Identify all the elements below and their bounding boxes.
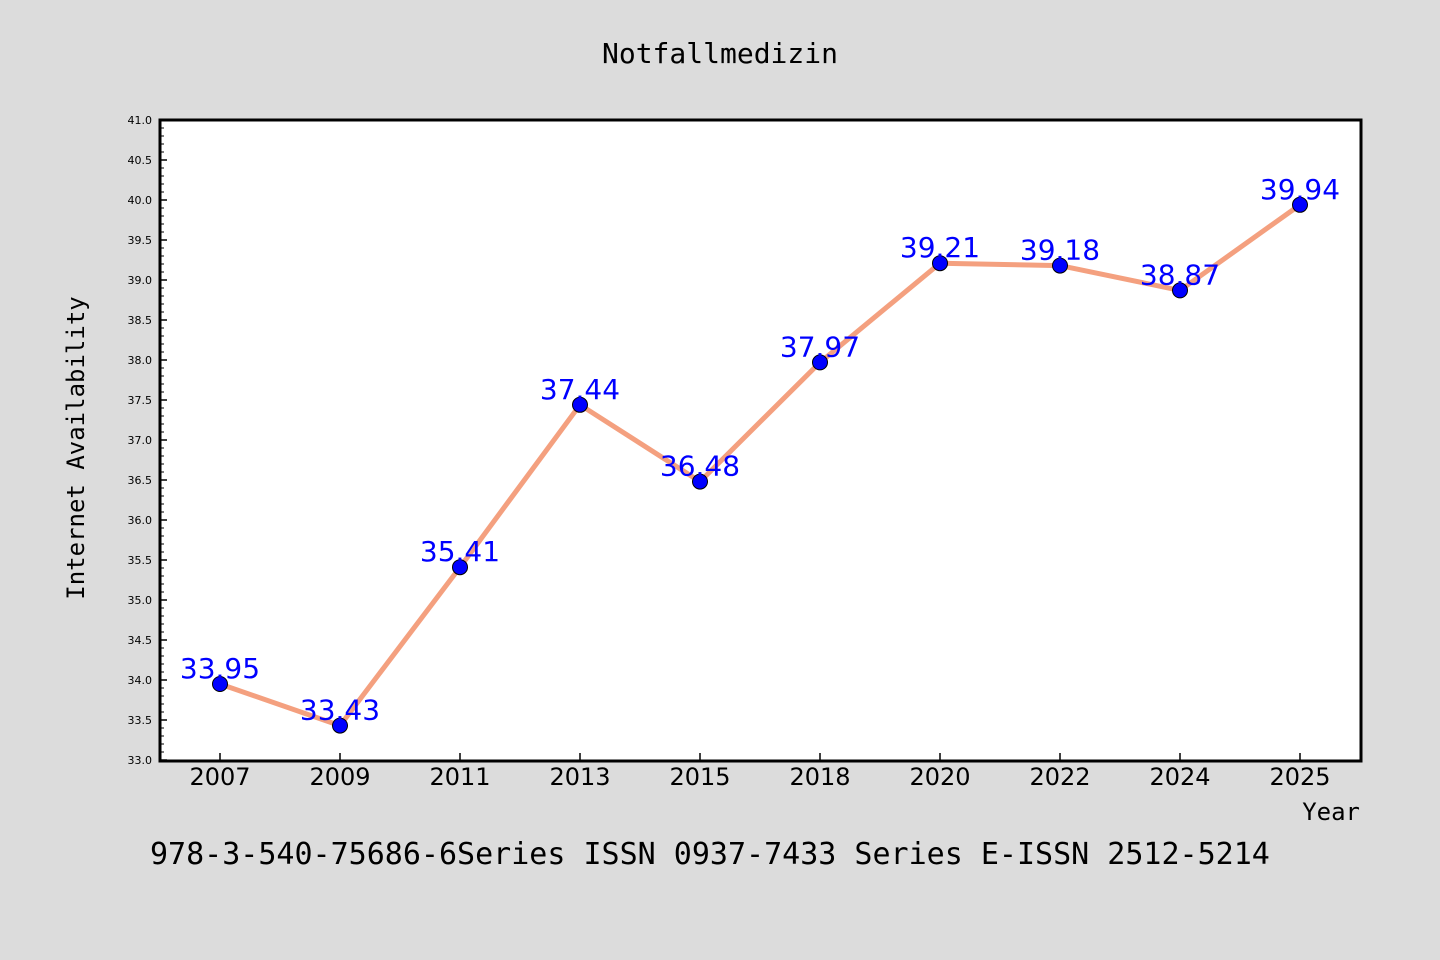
x-tick-label: 2020 (909, 763, 970, 791)
y-axis-label: Internet Availability (62, 296, 90, 599)
data-label: 37.97 (780, 330, 860, 363)
x-tick-label: 2009 (309, 763, 370, 791)
footer-text: 978-3-540-75686-6Series ISSN 0937-7433 S… (150, 837, 1270, 872)
y-tick-label: 34.5 (128, 634, 153, 647)
y-tick-label: 41.0 (128, 114, 153, 127)
data-point (212, 676, 228, 692)
data-point (1172, 282, 1188, 299)
data-label: 33.43 (300, 694, 380, 727)
y-tick-label: 33.5 (128, 714, 153, 727)
data-point (812, 354, 828, 371)
data-label: 36.48 (660, 450, 740, 483)
data-point (1292, 196, 1308, 213)
data-label: 39.94 (1260, 173, 1340, 206)
x-tick-label: 2025 (1269, 763, 1330, 791)
y-tick-label: 37.0 (128, 434, 153, 447)
chart-title: Notfallmedizin (602, 37, 838, 70)
x-axis-label: Year (1302, 798, 1360, 826)
y-tick-label: 39.5 (128, 234, 153, 247)
x-tick-label: 2022 (1029, 763, 1090, 791)
y-tick-label: 40.5 (128, 154, 153, 167)
x-tick-label: 2015 (669, 763, 730, 791)
x-tick-label: 2011 (429, 763, 490, 791)
data-label: 39.21 (900, 231, 980, 264)
data-label: 33.95 (180, 652, 260, 685)
data-label: 39.18 (1020, 234, 1100, 267)
x-axis: 2007 2009 2011 2013 2015 2018 2020 2022 2024 2025 (189, 753, 1331, 791)
y-tick-label: 36.0 (128, 514, 153, 527)
y-tick-label: 37.5 (128, 394, 153, 407)
data-label: 38.87 (1140, 258, 1220, 291)
data-point (332, 717, 348, 734)
x-tick-label: 2018 (789, 763, 850, 791)
data-point (572, 396, 588, 413)
y-tick-label: 39.0 (128, 274, 153, 287)
plot-area (158, 118, 1363, 763)
x-tick-label: 2024 (1149, 763, 1210, 791)
y-tick-label: 40.0 (128, 194, 153, 207)
x-tick-label: 2013 (549, 763, 610, 791)
y-tick-label: 33.0 (128, 754, 153, 767)
data-label: 37.44 (540, 373, 620, 406)
data-point (692, 473, 708, 490)
y-tick-label: 35.0 (128, 594, 153, 607)
y-tick-label: 38.5 (128, 314, 153, 327)
y-tick-label: 36.5 (128, 474, 153, 487)
data-point (1052, 257, 1068, 274)
data-point (932, 255, 948, 272)
y-tick-label: 35.5 (128, 554, 153, 567)
data-series: 33.95 33.43 35.41 37.44 36.48 37.97 39.21 39.18… (180, 173, 1340, 734)
y-tick-label: 38.0 (128, 354, 153, 367)
y-tick-label: 34.0 (128, 674, 153, 687)
data-label: 35.41 (420, 535, 500, 568)
x-tick-label: 2007 (189, 763, 250, 791)
y-axis: 33.0 33.5 34.0 34.5 35.0 35.5 36.0 36.5 37.0 37.5… (128, 114, 167, 767)
series-line (219, 202, 1302, 729)
data-point (452, 559, 468, 576)
